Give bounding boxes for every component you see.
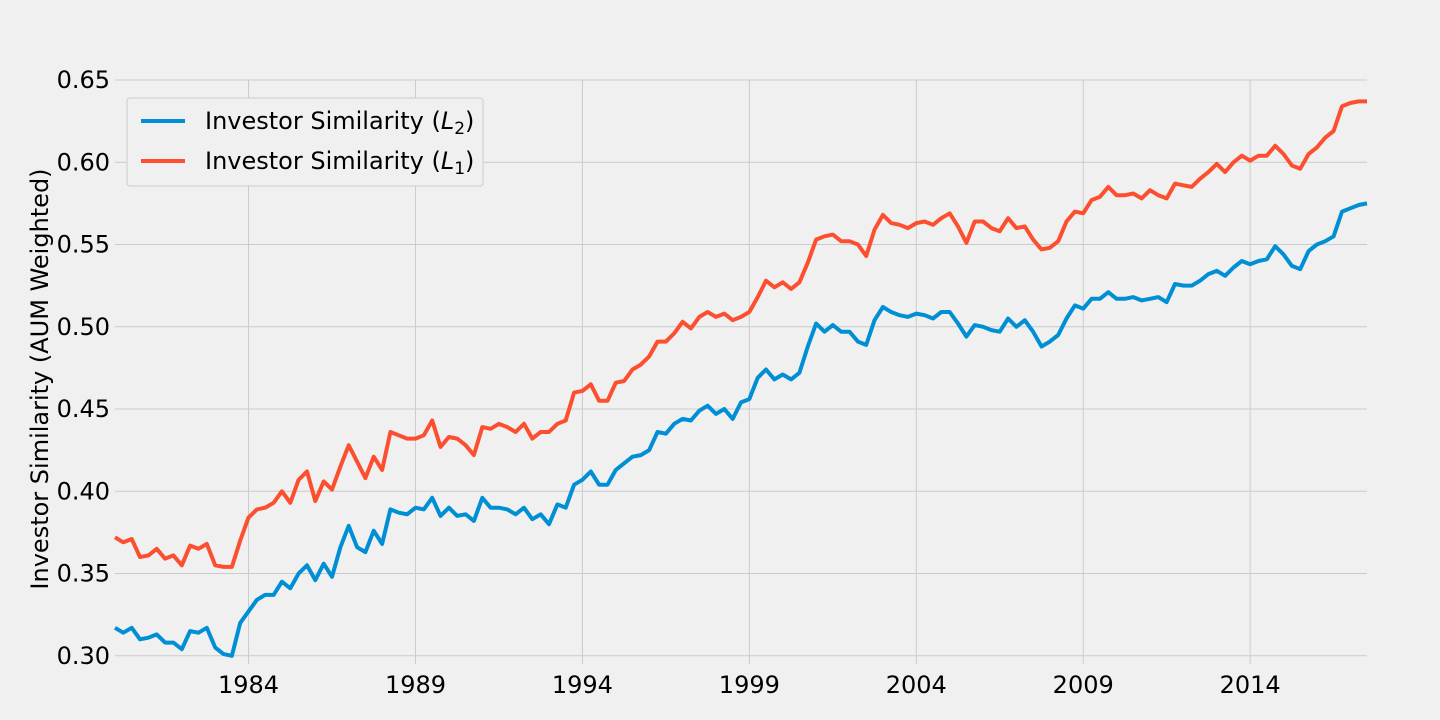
x-tick-label: 1994 (552, 671, 613, 699)
y-tick-label: 0.35 (57, 560, 110, 588)
y-tick-label: 0.40 (57, 477, 110, 505)
y-gridlines (115, 79, 1367, 657)
series-line-l1 (113, 99, 1367, 569)
x-tick-labels: 1984 1989 1994 1999 2004 2009 2014 (218, 671, 1281, 699)
series-lines (113, 99, 1368, 658)
legend-box (126, 97, 484, 187)
x-tick-label: 1999 (719, 671, 780, 699)
y-tick-label: 0.30 (57, 642, 110, 670)
y-tick-label: 0.55 (57, 231, 110, 259)
x-tick-label: 2009 (1053, 671, 1114, 699)
legend: Investor Similarity (L2) Investor Similar… (126, 97, 484, 187)
y-tick-label: 0.45 (57, 395, 110, 423)
x-tick-label: 2014 (1220, 671, 1281, 699)
y-axis-label: Investor Similarity (AUM Weighted) (26, 168, 54, 589)
y-tick-label: 0.60 (57, 148, 110, 176)
y-tick-labels: 0.30 0.35 0.40 0.45 0.50 0.55 0.60 0.65 (57, 66, 110, 670)
legend-entry: Investor Similarity (L2) (141, 107, 474, 139)
y-tick-label: 0.65 (57, 66, 110, 94)
x-tick-label: 2004 (886, 671, 947, 699)
x-tick-label: 1989 (385, 671, 446, 699)
legend-entry: Investor Similarity (L1) (141, 147, 474, 179)
x-tick-label: 1984 (218, 671, 279, 699)
y-tick-label: 0.50 (57, 313, 110, 341)
legend-label: Investor Similarity (L2) (205, 107, 474, 139)
series-line-l2 (113, 201, 1368, 658)
legend-label: Investor Similarity (L1) (205, 147, 474, 179)
